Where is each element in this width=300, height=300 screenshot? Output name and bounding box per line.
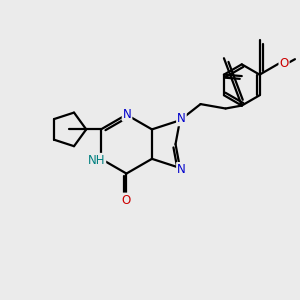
Text: O: O bbox=[279, 57, 289, 70]
Text: N: N bbox=[177, 112, 186, 125]
Text: N: N bbox=[177, 163, 186, 176]
Text: O: O bbox=[122, 194, 131, 207]
Text: N: N bbox=[123, 108, 131, 121]
Text: NH: NH bbox=[88, 154, 105, 167]
